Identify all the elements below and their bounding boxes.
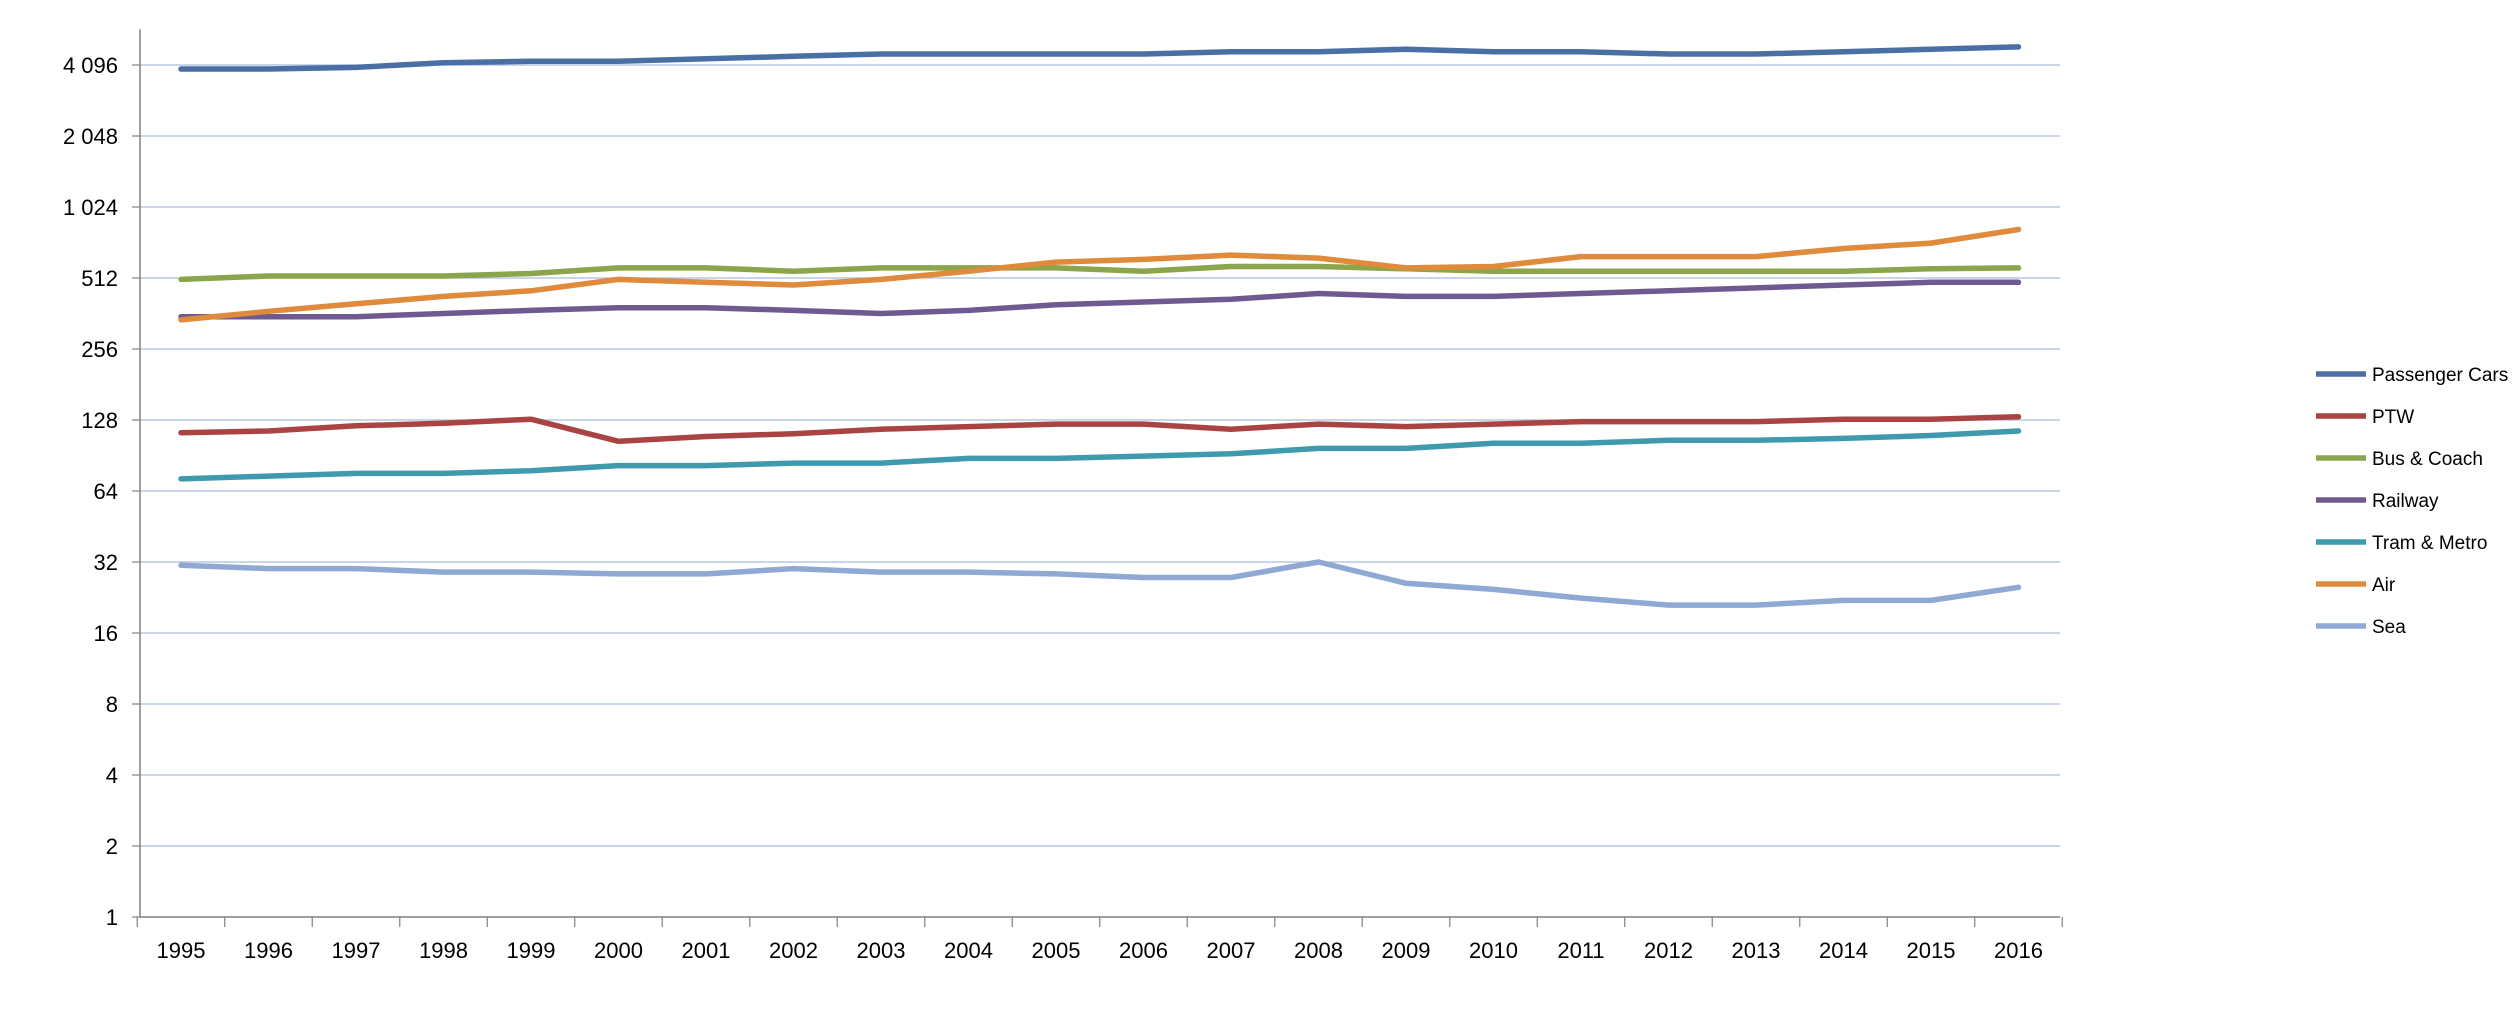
x-tick-label: 1998	[419, 938, 468, 963]
legend-item-tram-metro: Tram & Metro	[2316, 533, 2487, 554]
legend-item-ptw: PTW	[2316, 407, 2414, 428]
x-tick-label: 2010	[1469, 938, 1518, 963]
series-line-bus-coach	[178, 263, 2022, 283]
x-tick-label: 2011	[1557, 938, 1604, 963]
x-tick-label: 2014	[1819, 938, 1868, 963]
x-tick-label: 2016	[1994, 938, 2043, 963]
legend-label: Tram & Metro	[2372, 533, 2487, 554]
series-line-sea	[178, 559, 2022, 608]
x-tick-label: 1995	[157, 938, 206, 963]
legend-label: Air	[2372, 575, 2396, 596]
y-tick-label: 2 048	[63, 124, 118, 149]
y-tick-label: 4 096	[63, 53, 118, 78]
x-tick-label: 2006	[1119, 938, 1168, 963]
legend-label: Railway	[2372, 491, 2439, 512]
y-tick-label: 64	[94, 479, 118, 504]
legend-label: Sea	[2372, 617, 2406, 638]
x-tick-label: 2001	[682, 938, 731, 963]
series-line-railway	[178, 279, 2022, 320]
x-tick-label: 2012	[1644, 938, 1693, 963]
x-tick-label: 1999	[507, 938, 556, 963]
legend-item-railway: Railway	[2316, 491, 2439, 512]
legend: Passenger Cars PTW Bus & Coach Railway Tram …	[2316, 365, 2508, 638]
axes: 1 2 4 8 16 32 64 128 256 512 1 024 2 048 4 096 1995 19…	[63, 29, 2063, 963]
x-tick-label: 2004	[944, 938, 993, 963]
series-line-ptw	[178, 414, 2022, 445]
y-tick-label: 8	[106, 692, 118, 717]
y-tick-label: 32	[94, 550, 118, 575]
y-tick-label: 256	[81, 337, 118, 362]
y-tick-label: 128	[81, 408, 118, 433]
series-lines	[178, 44, 2022, 608]
x-tick-label: 2007	[1207, 938, 1256, 963]
y-tick-label: 1	[106, 905, 118, 930]
series-line-tram-metro	[178, 428, 2022, 482]
x-tick-label: 2003	[857, 938, 906, 963]
x-tick-label: 2009	[1382, 938, 1431, 963]
x-tick-label: 2015	[1907, 938, 1956, 963]
legend-label: Passenger Cars	[2372, 365, 2508, 386]
series-line-air	[178, 226, 2022, 323]
y-tick-label: 512	[81, 266, 118, 291]
y-tick-label: 2	[106, 834, 118, 859]
legend-item-passenger-cars: Passenger Cars	[2316, 365, 2508, 386]
x-tick-label: 2000	[594, 938, 643, 963]
legend-item-air: Air	[2316, 575, 2396, 596]
x-tick-label: 2008	[1294, 938, 1343, 963]
legend-item-bus-coach: Bus & Coach	[2316, 449, 2483, 470]
legend-item-sea: Sea	[2316, 617, 2406, 638]
x-tick-label: 2005	[1032, 938, 1081, 963]
x-tick-label: 2013	[1732, 938, 1781, 963]
y-tick-label: 16	[94, 621, 118, 646]
x-tick-label: 1996	[244, 938, 293, 963]
y-tick-label: 4	[106, 763, 118, 788]
x-tick-label: 2002	[769, 938, 818, 963]
legend-label: PTW	[2372, 407, 2414, 428]
x-tick-label: 1997	[332, 938, 381, 963]
series-line-passenger-cars	[178, 44, 2022, 72]
legend-label: Bus & Coach	[2372, 449, 2483, 470]
y-tick-label: 1 024	[63, 195, 118, 220]
